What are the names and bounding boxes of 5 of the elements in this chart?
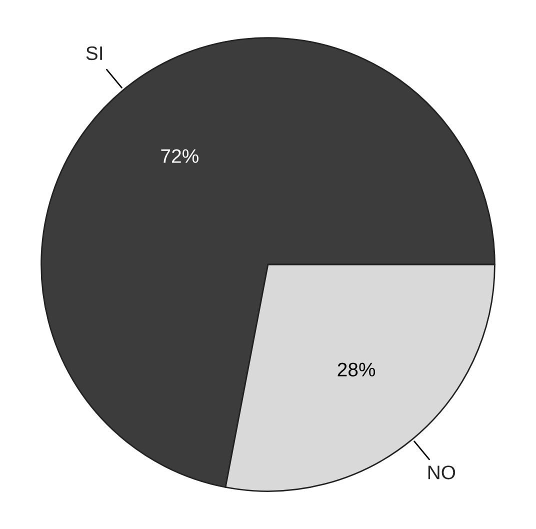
data-label: 72% [161, 149, 198, 163]
slice-label: NO [428, 466, 456, 480]
slice-label: SI [86, 46, 102, 60]
data-label: 28% [338, 362, 376, 376]
pie-slice [40, 37, 496, 488]
